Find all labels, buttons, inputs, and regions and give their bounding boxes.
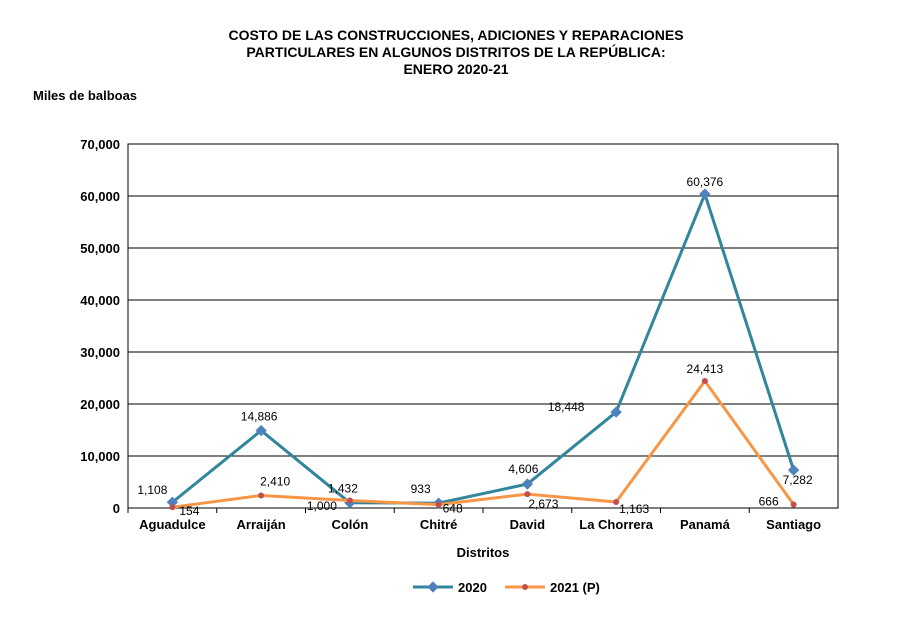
- data-label: 24,413: [687, 362, 724, 376]
- series-line-2020: [171, 192, 796, 505]
- data-label: 666: [759, 495, 779, 509]
- data-point-2020: [255, 424, 267, 437]
- data-label: 1,163: [619, 502, 649, 516]
- y-tick-label: 40,000: [80, 293, 120, 308]
- data-point-2021: [790, 501, 797, 508]
- legend-marker-2020: [427, 581, 439, 593]
- x-tick-label: Colón: [331, 517, 368, 532]
- y-tick-label: 0: [113, 501, 120, 516]
- x-axis-label: Distritos: [457, 545, 510, 560]
- data-point-2021: [169, 504, 176, 511]
- data-label: 1,000: [307, 499, 337, 513]
- chart-title-line-2: PARTICULARES EN ALGUNOS DISTRITOS DE LA …: [246, 44, 666, 60]
- y-tick-label: 10,000: [80, 449, 120, 464]
- data-label: 648: [443, 502, 463, 516]
- y-tick-label: 30,000: [80, 345, 120, 360]
- data-point-2021: [613, 498, 620, 505]
- x-tick-label: David: [510, 517, 545, 532]
- chart-title-line-1: COSTO DE LAS CONSTRUCCIONES, ADICIONES Y…: [228, 27, 684, 43]
- data-point-2020: [166, 496, 179, 508]
- data-point-2021: [346, 497, 353, 504]
- data-point-2020: [699, 188, 711, 200]
- data-label: 60,376: [687, 175, 724, 189]
- data-point-2021: [258, 492, 265, 499]
- x-tick-label: Arraiján: [237, 517, 286, 532]
- data-label: 18,448: [548, 400, 585, 414]
- data-label: 2,410: [260, 474, 290, 488]
- data-point-2020: [610, 406, 622, 418]
- x-tick-label: La Chorrera: [579, 517, 653, 532]
- x-tick-label: Aguadulce: [139, 517, 205, 532]
- chart-title-line-3: ENERO 2020-21: [403, 61, 509, 77]
- x-tick-label: Chitré: [420, 517, 458, 532]
- data-point-2021: [435, 501, 442, 508]
- y-tick-label: 60,000: [80, 189, 120, 204]
- data-label: 1,432: [328, 482, 358, 496]
- x-tick-label: Santiago: [766, 517, 821, 532]
- legend-label: 2021 (P): [550, 580, 600, 595]
- data-label: 7,282: [783, 473, 813, 487]
- data-point-2021: [524, 491, 531, 498]
- data-label: 2,673: [528, 497, 558, 511]
- y-tick-label: 20,000: [80, 397, 120, 412]
- y-axis-label: Miles de balboas: [33, 88, 138, 103]
- y-tick-label: 50,000: [80, 241, 120, 256]
- data-label: 933: [411, 482, 431, 496]
- legend-label: 2020: [458, 580, 487, 595]
- data-label: 4,606: [508, 462, 538, 476]
- data-label: 154: [179, 504, 199, 518]
- x-tick-label: Panamá: [680, 517, 731, 532]
- data-point-2020: [521, 478, 534, 490]
- data-point-2021: [701, 378, 708, 385]
- data-label: 1,108: [137, 483, 167, 497]
- data-label: 14,886: [241, 410, 278, 424]
- legend-marker-2021: [522, 584, 528, 590]
- y-tick-label: 70,000: [80, 137, 120, 152]
- series-line-2021 (P): [172, 379, 795, 509]
- data-point-2020: [787, 464, 800, 476]
